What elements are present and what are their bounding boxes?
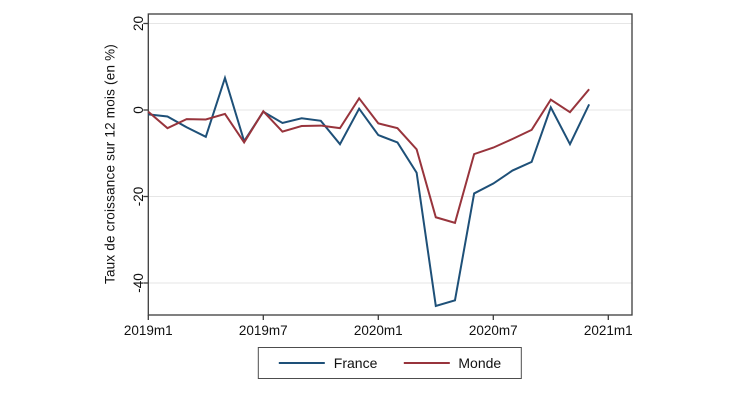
legend-item-monde: Monde [403, 355, 501, 371]
plot-frame [147, 13, 633, 316]
series-line-france [148, 74, 591, 308]
x-tick-label: 2020m1 [354, 323, 403, 338]
x-tick-label: 2019m7 [239, 323, 288, 338]
legend-item-france: France [278, 355, 378, 371]
y-tick-label: -40 [131, 273, 146, 293]
series-lines [147, 74, 591, 308]
gridlines [148, 23, 632, 284]
y-tick-labels: 20 0 -20 -40 [131, 16, 146, 293]
y-tick-label: 20 [131, 16, 146, 31]
x-tick-label: 2019m1 [124, 323, 173, 338]
y-tick-label: 0 [131, 106, 146, 114]
legend-label-france: France [333, 355, 378, 371]
legend-box: France Monde [257, 347, 523, 379]
x-tick-label: 2020m7 [469, 323, 518, 338]
y-axis-title: Taux de croissance sur 12 mois (en %) [102, 44, 118, 284]
x-tick-labels: 2019m1 2019m7 2020m1 2020m7 2021m1 [124, 323, 633, 338]
axis-ticks [143, 22, 609, 320]
series-line-monde [147, 88, 590, 225]
plot-border [147, 13, 633, 316]
legend-label-monde: Monde [458, 355, 502, 371]
x-tick-label: 2021m1 [584, 323, 633, 338]
legend-line-sample-monde [403, 362, 450, 364]
legend-line-sample-france [278, 362, 325, 364]
y-tick-label: -20 [131, 187, 146, 207]
